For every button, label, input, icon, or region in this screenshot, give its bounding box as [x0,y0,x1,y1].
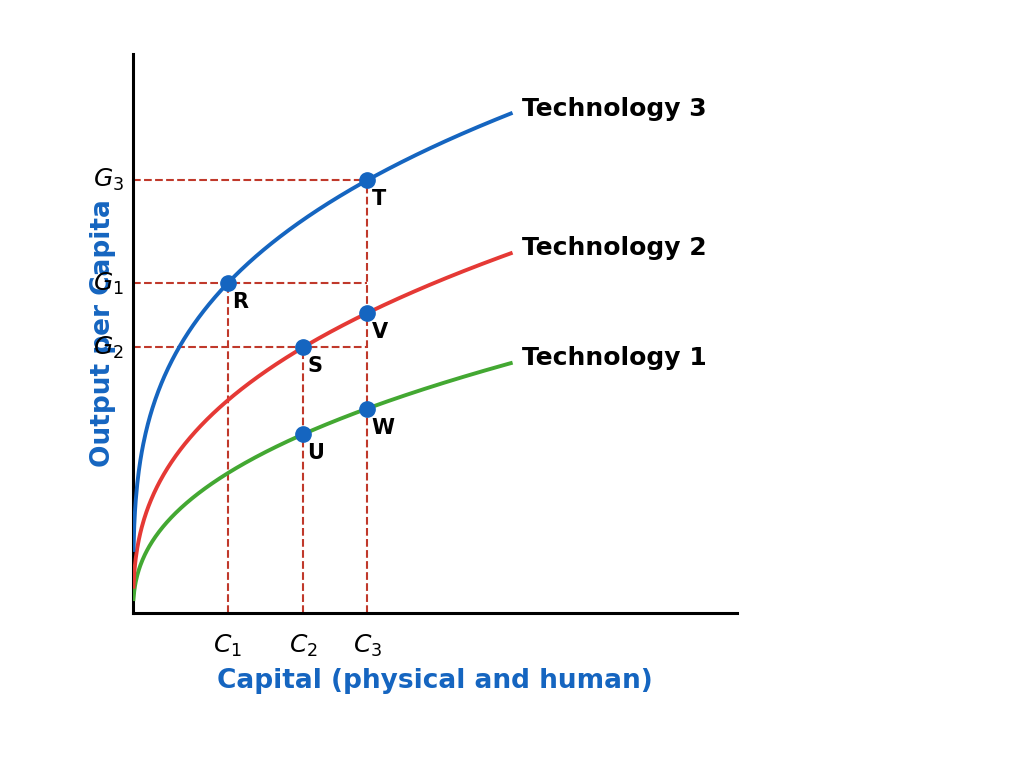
Text: $G_1$: $G_1$ [93,270,124,296]
Text: Technology 3: Technology 3 [522,97,707,120]
Text: $C_3$: $C_3$ [352,633,382,659]
Text: T: T [372,189,386,209]
Text: U: U [307,444,325,463]
Text: S: S [307,356,323,376]
X-axis label: Capital (physical and human): Capital (physical and human) [217,669,653,694]
Y-axis label: Output per Capita: Output per Capita [90,199,117,467]
Text: $C_1$: $C_1$ [213,633,242,659]
Text: Technology 1: Technology 1 [522,346,707,370]
Text: Technology 2: Technology 2 [522,237,707,260]
Text: $G_2$: $G_2$ [93,334,124,361]
Text: V: V [372,322,388,342]
Text: $C_2$: $C_2$ [289,633,317,659]
Text: R: R [232,293,248,313]
Text: W: W [372,417,395,437]
Text: $G_3$: $G_3$ [92,167,124,193]
